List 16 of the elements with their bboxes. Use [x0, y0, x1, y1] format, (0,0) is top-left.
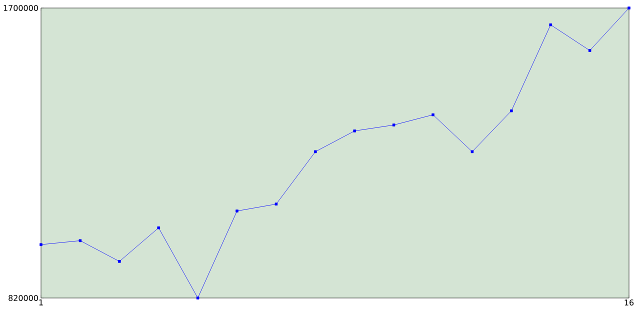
point	[118, 260, 121, 263]
point	[432, 113, 434, 116]
point	[392, 124, 396, 126]
point	[510, 109, 513, 112]
point	[314, 150, 317, 154]
point	[78, 239, 82, 242]
point	[588, 49, 592, 52]
point	[549, 23, 552, 26]
point	[274, 202, 278, 206]
point	[470, 150, 474, 154]
point	[157, 226, 160, 230]
point	[40, 243, 42, 246]
point	[236, 210, 238, 212]
point	[196, 296, 200, 300]
point	[353, 130, 356, 132]
point	[628, 6, 630, 10]
